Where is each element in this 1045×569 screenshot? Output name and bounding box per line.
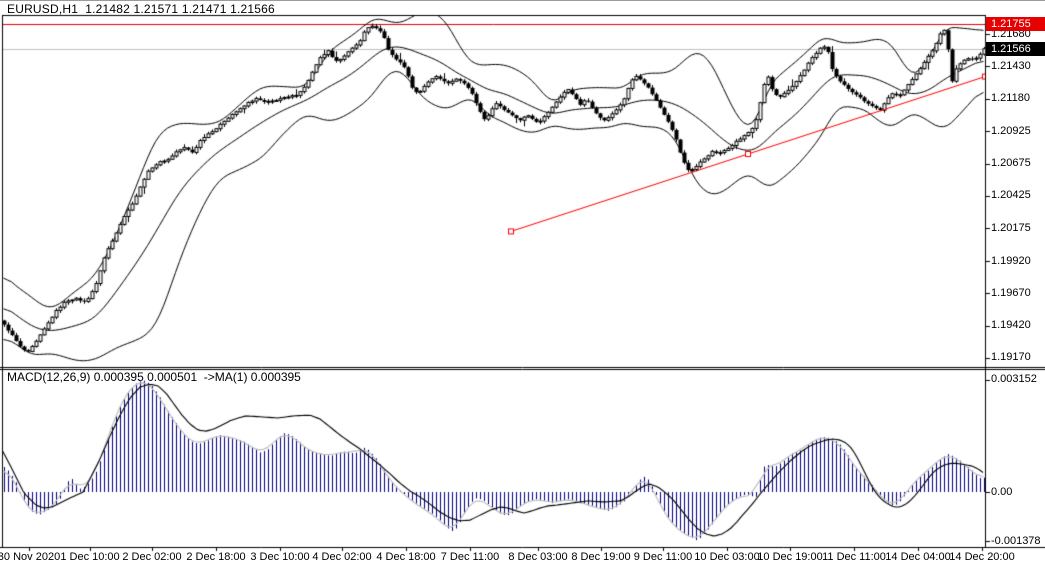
chart-canvas[interactable] <box>0 1 1045 569</box>
mt4-chart-window: EURUSD,H1 1.21482 1.21571 1.21471 1.2156… <box>0 0 1045 569</box>
